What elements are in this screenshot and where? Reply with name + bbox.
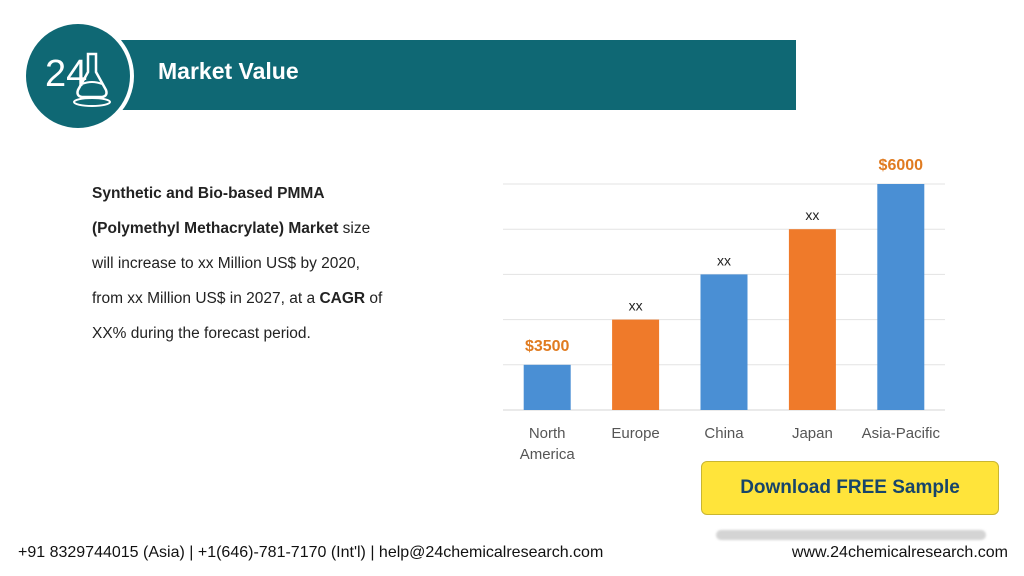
- x-tick-label: North: [529, 425, 566, 442]
- download-sample-button[interactable]: Download FREE Sample: [701, 461, 999, 515]
- data-label: xx: [805, 207, 819, 223]
- data-label: xx: [717, 252, 731, 268]
- bar-japan: [788, 229, 836, 410]
- bar-europe: [612, 319, 660, 410]
- desc-line-5: XX% during the forecast period.: [92, 325, 311, 342]
- footer-contacts[interactable]: +91 8329744015 (Asia) | +1(646)-781-7170…: [18, 544, 604, 561]
- desc-line-2-rest: size: [338, 220, 371, 237]
- footer-website-link[interactable]: www.24chemicalresearch.com: [791, 544, 1008, 561]
- data-label: $6000: [879, 157, 924, 174]
- desc-line-2-bold: (Polymethyl Methacrylate) Market: [92, 220, 339, 237]
- desc-cagr: CAGR: [319, 290, 366, 307]
- title-banner: [92, 40, 796, 110]
- x-tick-label: Japan: [792, 425, 833, 442]
- x-tick-label: China: [704, 425, 744, 442]
- page-title: Market Value: [158, 58, 299, 84]
- desc-line-3: will increase to xx Million US$ by 2020,: [92, 255, 360, 272]
- bar-china: [700, 274, 748, 410]
- bar-asia-pacific: [877, 184, 925, 410]
- flask-icon: 24: [45, 52, 111, 107]
- logo-text: 24: [45, 53, 87, 95]
- desc-line-4-post: of: [365, 290, 383, 307]
- market-description: Synthetic and Bio-based PMMA (Polymethyl…: [92, 176, 432, 351]
- x-tick-label: America: [520, 446, 576, 463]
- desc-line-4-pre: from xx Million US$ in 2027, at a: [92, 290, 320, 307]
- data-label: xx: [629, 298, 643, 314]
- market-value-bar-chart: $3500 North America xx Europe xx China xx Japan $…: [503, 157, 945, 463]
- button-shadow: [716, 530, 986, 540]
- bar-north-america: [523, 364, 571, 410]
- x-tick-label: Europe: [611, 425, 659, 442]
- desc-line-1: Synthetic and Bio-based PMMA: [92, 185, 325, 202]
- company-logo[interactable]: 24: [26, 24, 130, 128]
- data-label: $3500: [525, 338, 570, 355]
- x-tick-label: Asia-Pacific: [862, 425, 941, 442]
